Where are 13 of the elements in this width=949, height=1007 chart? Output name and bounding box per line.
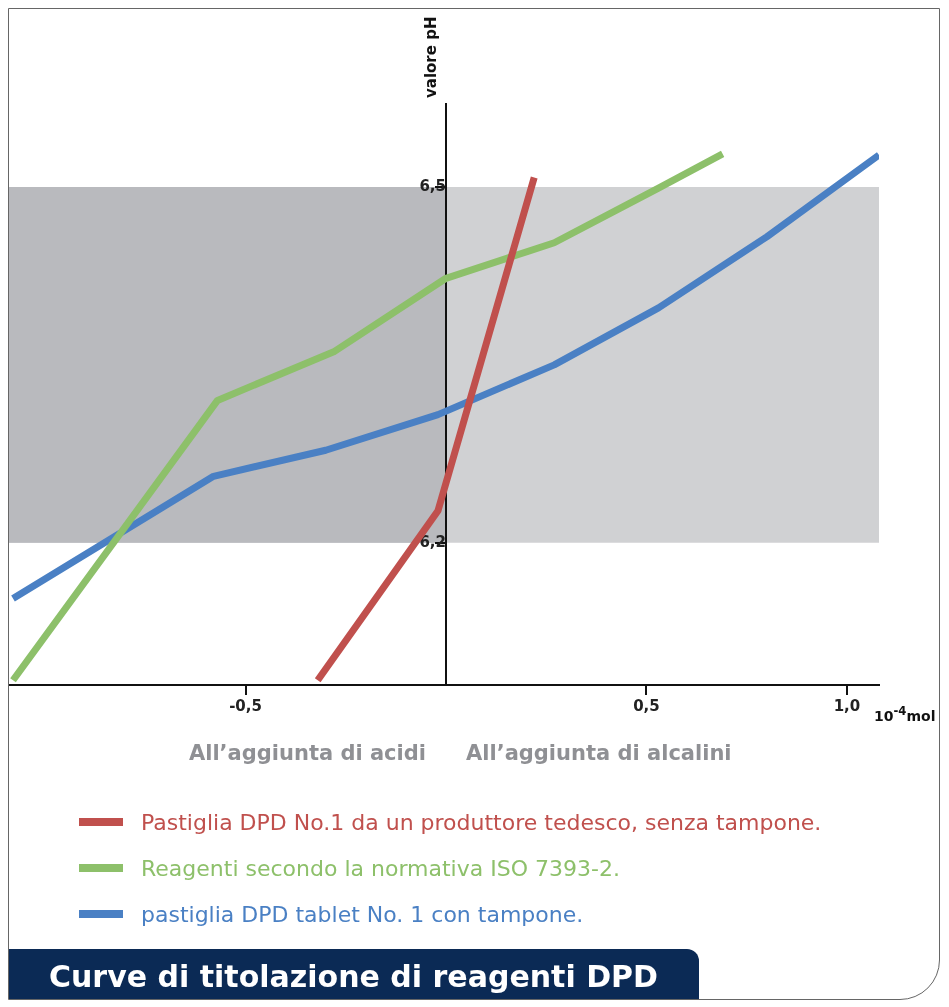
x-axis-title: 10$^{-4}$mol xyxy=(874,704,936,724)
text: All’aggiunta di alcalini xyxy=(466,741,732,765)
legend-label: Reagenti secondo la normativa ISO 7393-2. xyxy=(141,855,620,881)
legend-label: pastiglia DPD tablet No. 1 con tampone. xyxy=(141,901,584,927)
legend-label: Pastiglia DPD No.1 da un produttore tedesco, senza tampone. xyxy=(141,809,822,835)
y-axis-title: valore pH xyxy=(422,16,440,98)
text: All’aggiunta di acidi xyxy=(188,741,426,765)
x-tick-label: 1,0 xyxy=(833,696,861,715)
x-tick-label: 0,5 xyxy=(633,696,660,715)
y-tick-label: 6,5 xyxy=(419,176,446,195)
y-tick-label: 6,2 xyxy=(419,532,446,551)
text: Curve di titolazione di reagenti DPD xyxy=(9,949,699,999)
x-tick-label: -0,5 xyxy=(229,696,262,715)
